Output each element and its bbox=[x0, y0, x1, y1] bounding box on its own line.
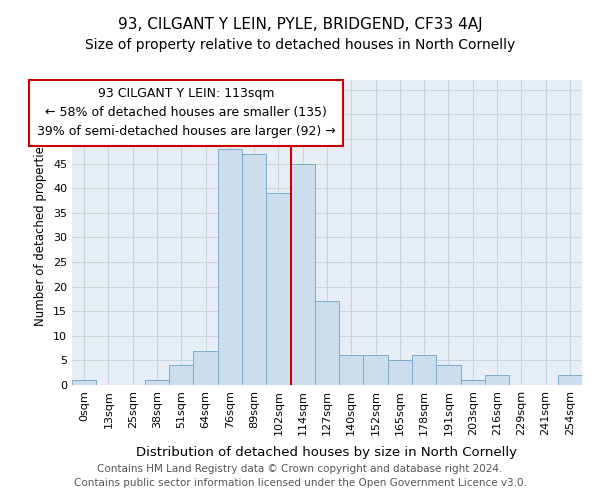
Bar bbox=[218, 149, 242, 385]
Bar bbox=[72, 380, 96, 385]
Bar bbox=[388, 360, 412, 385]
Bar bbox=[485, 375, 509, 385]
Bar bbox=[339, 356, 364, 385]
Text: 93 CILGANT Y LEIN: 113sqm
← 58% of detached houses are smaller (135)
39% of semi: 93 CILGANT Y LEIN: 113sqm ← 58% of detac… bbox=[37, 88, 335, 138]
Bar bbox=[364, 356, 388, 385]
Bar bbox=[436, 366, 461, 385]
Bar bbox=[290, 164, 315, 385]
X-axis label: Distribution of detached houses by size in North Cornelly: Distribution of detached houses by size … bbox=[137, 446, 517, 459]
Bar bbox=[315, 302, 339, 385]
Text: 93, CILGANT Y LEIN, PYLE, BRIDGEND, CF33 4AJ: 93, CILGANT Y LEIN, PYLE, BRIDGEND, CF33… bbox=[118, 18, 482, 32]
Bar bbox=[145, 380, 169, 385]
Bar bbox=[169, 366, 193, 385]
Bar bbox=[461, 380, 485, 385]
Bar bbox=[242, 154, 266, 385]
Text: Contains HM Land Registry data © Crown copyright and database right 2024.
Contai: Contains HM Land Registry data © Crown c… bbox=[74, 464, 526, 487]
Y-axis label: Number of detached properties: Number of detached properties bbox=[34, 140, 47, 326]
Bar bbox=[266, 193, 290, 385]
Bar bbox=[412, 356, 436, 385]
Text: Size of property relative to detached houses in North Cornelly: Size of property relative to detached ho… bbox=[85, 38, 515, 52]
Bar bbox=[193, 350, 218, 385]
Bar bbox=[558, 375, 582, 385]
